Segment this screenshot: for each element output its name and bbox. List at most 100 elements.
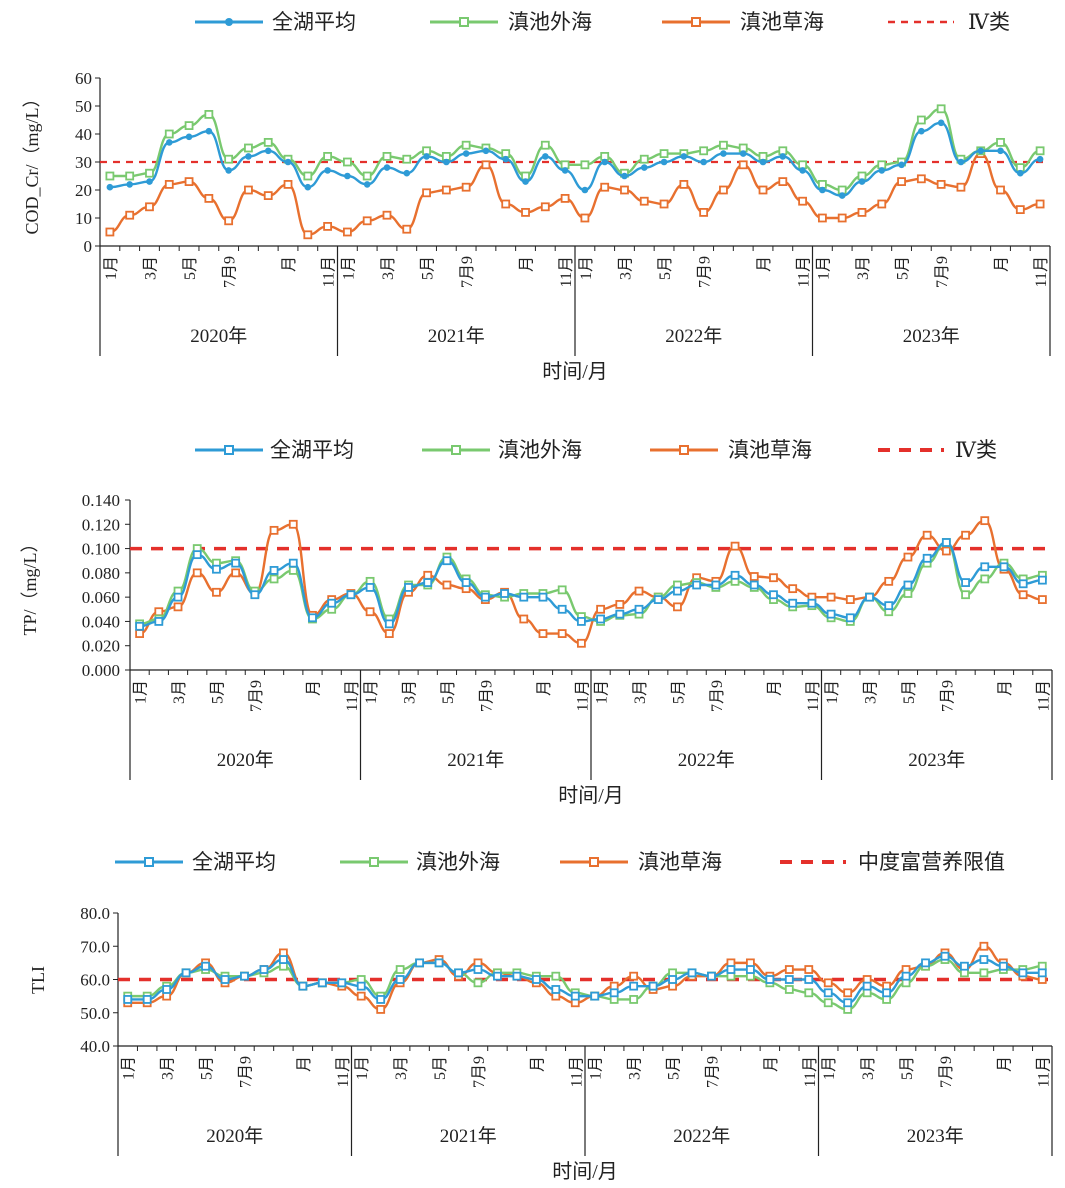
x-tick-label: 月 (296, 1056, 313, 1072)
data-point-avg (804, 975, 814, 984)
x-tick-label: 5月 (895, 256, 912, 280)
data-point-outer (699, 146, 709, 156)
data-point-avg (1037, 968, 1047, 978)
data-point-outer (719, 140, 728, 150)
x-tick-label: 月 (756, 256, 773, 272)
data-point-caohai (576, 638, 586, 648)
data-point-avg (941, 538, 951, 547)
data-point-avg (922, 553, 932, 563)
data-point-caohai (749, 572, 759, 581)
data-point-caohai (673, 602, 682, 612)
data-point-avg (673, 586, 682, 596)
legend-item-outer: 滇池外海 (422, 438, 582, 462)
legend: 全湖平均 滇池外海 滇池草海 Ⅳ类 (195, 10, 1010, 34)
data-point-caohai (519, 614, 529, 624)
data-point-avg (181, 968, 191, 978)
x-tick-label: 7月9 (697, 256, 714, 288)
data-point-caohai (204, 193, 214, 203)
data-point-caohai (244, 185, 253, 195)
x-tick-label: 7月9 (938, 1056, 955, 1088)
data-point-outer (473, 978, 483, 988)
data-point-avg (154, 617, 164, 626)
y-tick-label: 0.000 (82, 661, 120, 680)
data-point-avg (423, 153, 430, 160)
x-tick-label: 3月 (142, 256, 159, 280)
x-tick-label: 3月 (855, 256, 872, 280)
data-point-avg (601, 158, 608, 166)
data-point-caohai (384, 629, 394, 638)
data-point-avg (480, 592, 490, 602)
data-point-caohai (1037, 595, 1047, 604)
y-tick-label: 0 (84, 237, 93, 256)
legend-label-caohai: 滇池草海 (728, 438, 812, 462)
data-point-avg (434, 958, 444, 968)
data-point-caohai (402, 224, 412, 234)
data-point-avg (461, 578, 471, 587)
x-tick-label: 3月 (393, 1056, 410, 1080)
legend-item-limit: 中度富营养限值 (780, 850, 1005, 874)
data-point-caohai (979, 941, 989, 951)
data-point-avg (220, 975, 230, 984)
data-point-caohai (823, 978, 833, 988)
data-point-avg (264, 147, 272, 155)
x-tick-label: 7月9 (248, 680, 265, 712)
data-point-caohai (557, 629, 567, 638)
x-tick-label: 3月 (402, 680, 419, 704)
data-point-outer (224, 154, 234, 164)
data-point-avg (884, 601, 894, 611)
legend-label-avg: 全湖平均 (272, 10, 356, 34)
data-point-avg (538, 592, 548, 602)
data-point-avg (106, 183, 114, 191)
data-point-avg (653, 595, 663, 604)
data-point-caohai (600, 182, 610, 192)
data-point-caohai (154, 607, 164, 617)
legend-marker-caohai (691, 17, 701, 27)
data-point-avg (205, 127, 213, 135)
data-point-avg (384, 619, 394, 629)
data-point-avg (454, 968, 463, 978)
data-point-caohai (961, 530, 970, 540)
x-axis-title: 时间/月 (542, 360, 608, 383)
year-label: 2020年 (217, 749, 274, 771)
data-point-outer (204, 110, 214, 119)
y-tick-label: 20 (75, 181, 92, 200)
legend-item-avg: 全湖平均 (195, 10, 356, 34)
data-point-avg (519, 592, 529, 602)
data-point-avg (726, 965, 736, 974)
data-point-avg (937, 119, 945, 127)
data-point-avg (561, 167, 569, 174)
data-point-caohai (837, 213, 847, 223)
data-point-outer (342, 157, 352, 167)
data-point-caohai (629, 971, 639, 981)
data-point-caohai (730, 541, 740, 551)
legend-label-avg: 全湖平均 (192, 850, 276, 874)
chart-panel-3: 全湖平均 滇池外海 滇池草海 中度富营养限值 40.0 50.0 60.0 70.0 80.0 T… (28, 850, 1053, 1183)
data-point-caohai (679, 179, 689, 189)
year-label: 2021年 (428, 325, 485, 347)
data-point-caohai (283, 179, 293, 189)
x-tick-label: 1月 (103, 256, 120, 280)
data-point-avg (865, 592, 874, 602)
data-point-avg (826, 609, 836, 619)
x-tick-label: 1月 (821, 1056, 838, 1080)
legend-marker-avg (224, 445, 234, 455)
data-point-avg (823, 988, 833, 998)
data-point-avg (165, 139, 173, 146)
data-point-caohai (634, 586, 644, 596)
data-point-avg (531, 975, 541, 984)
data-point-avg (278, 955, 288, 964)
data-point-caohai (845, 595, 855, 604)
data-point-avg (324, 167, 331, 174)
data-point-caohai (620, 185, 629, 195)
chart-panel-1: 全湖平均 滇池外海 滇池草海 Ⅳ类 0 10 20 30 40 50 60 COD_Cr/（mg/L）… (22, 10, 1051, 383)
x-tick-label: 5月 (432, 1056, 449, 1080)
data-point-avg (960, 961, 969, 971)
data-point-caohai (423, 570, 433, 580)
x-tick-label: 11月 (1035, 1056, 1052, 1087)
data-point-caohai (560, 193, 570, 203)
y-tick-label: 0.040 (82, 612, 120, 631)
x-tick-label: 11月 (1035, 680, 1052, 711)
legend-marker-avg (144, 857, 154, 867)
y-tick-label: 10 (75, 209, 92, 228)
x-tick-label: 3月 (632, 680, 649, 704)
